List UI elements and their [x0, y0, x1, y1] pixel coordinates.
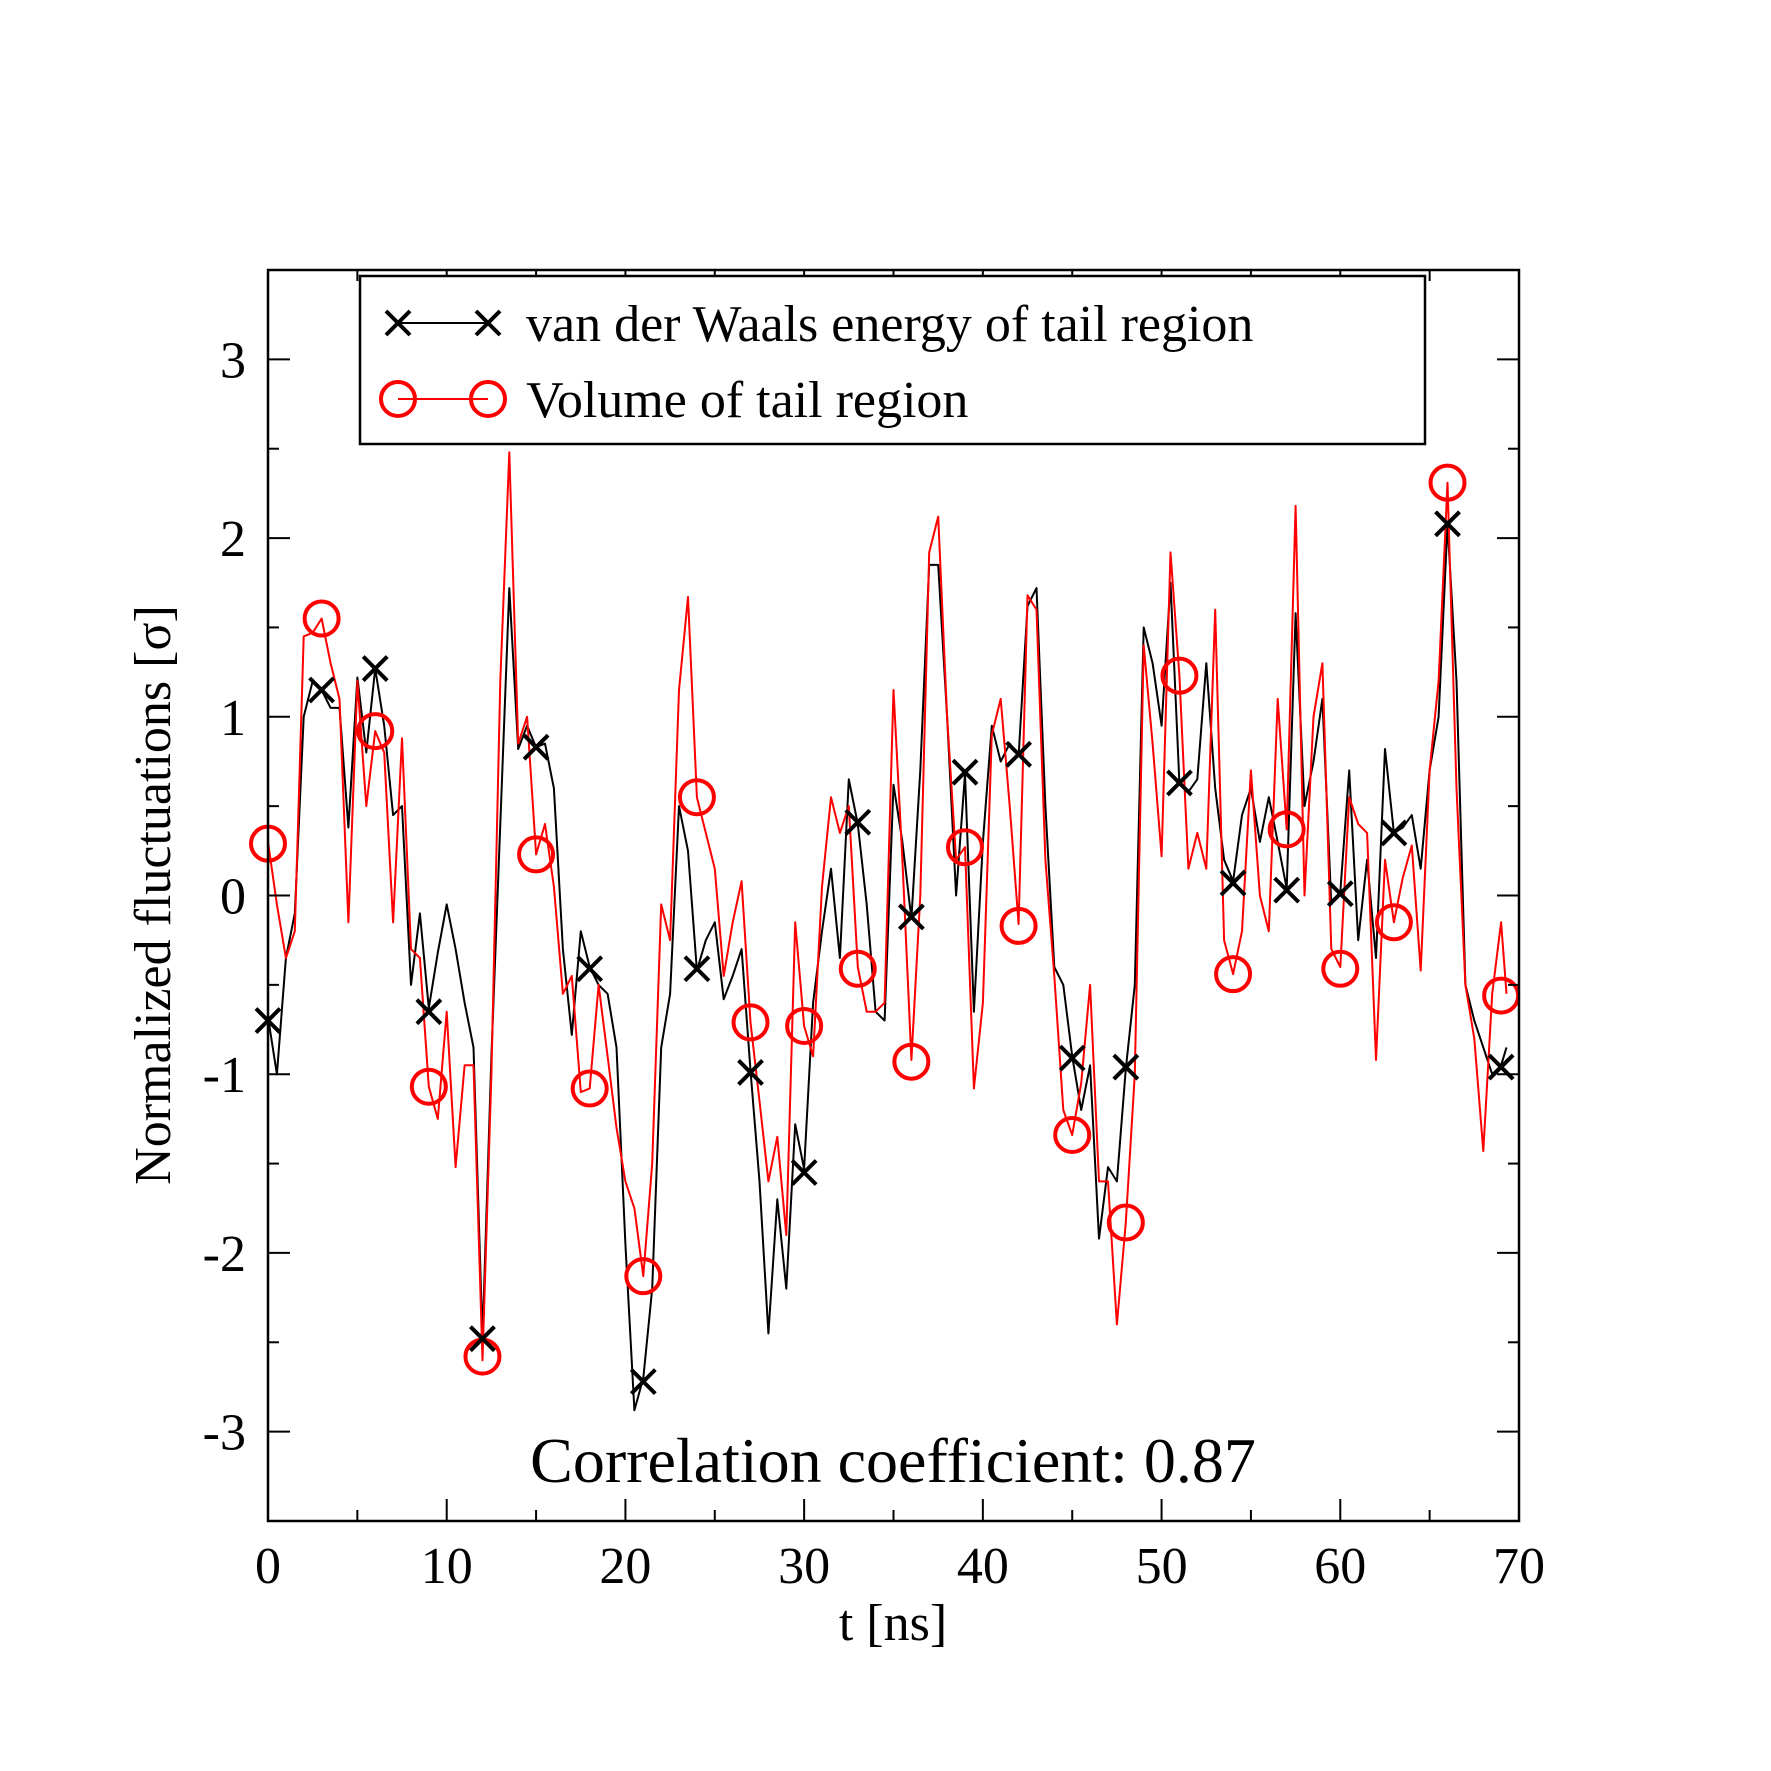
y-tick-label: 2 [220, 511, 246, 568]
marker-x [1166, 769, 1193, 797]
legend-marker-x-right [474, 309, 502, 337]
legend-marker-circle-right [469, 380, 507, 418]
marker-circle [624, 1257, 663, 1296]
marker-x [308, 676, 336, 704]
correlation-annotation: Correlation coefficient: 0.87 [530, 1425, 1256, 1496]
marker-x [951, 758, 979, 786]
marker-x [1005, 740, 1033, 768]
x-tick-label: 0 [255, 1538, 281, 1595]
marker-x [844, 808, 872, 836]
marker-x [1219, 869, 1247, 897]
marker-circle [517, 835, 556, 874]
legend-marker-circle-left [379, 380, 417, 418]
y-tick-label: -1 [203, 1047, 246, 1104]
marker-x [576, 955, 604, 983]
marker-circle [999, 906, 1038, 945]
marker-x [683, 955, 711, 983]
legend-label-volume: Volume of tail region [526, 372, 968, 429]
marker-x [790, 1159, 818, 1186]
legend-label-vdw: van der Waals energy of tail region [526, 296, 1253, 353]
marker-circle [1214, 955, 1253, 994]
y-tick-label: 3 [220, 332, 246, 389]
marker-x [522, 733, 550, 761]
marker-circle [1053, 1115, 1092, 1154]
marker-circle [785, 1006, 824, 1045]
marker-x [897, 903, 925, 931]
marker-circle [1106, 1203, 1145, 1242]
marker-circle [945, 828, 984, 867]
y-tick-label: -3 [203, 1405, 246, 1462]
marker-circle [302, 599, 341, 638]
x-tick-label: 70 [1493, 1538, 1545, 1595]
marker-x [1380, 819, 1408, 847]
marker-x [361, 655, 389, 682]
marker-x [737, 1059, 764, 1086]
x-axis-label: t [ns] [839, 1595, 947, 1652]
marker-circle [731, 1003, 770, 1042]
marker-x [415, 998, 443, 1026]
x-tick-label: 40 [957, 1538, 1009, 1595]
marker-circle [1160, 656, 1199, 695]
marker-circle [1321, 949, 1360, 988]
legend-marker-volume [379, 380, 507, 418]
marker-circle [1267, 810, 1306, 849]
marker-circle [409, 1067, 448, 1106]
marker-circle [892, 1042, 931, 1081]
marker-circle [356, 712, 395, 751]
marker-circle [838, 949, 877, 988]
x-tick-label: 60 [1314, 1538, 1366, 1595]
x-tick-label: 30 [778, 1538, 830, 1595]
x-tick-label: 10 [421, 1538, 473, 1595]
marker-x [629, 1368, 657, 1396]
legend: van der Waals energy of tail region Volu… [358, 274, 1427, 446]
plot-markers [249, 463, 1521, 1396]
x-tick-label: 50 [1136, 1538, 1188, 1595]
marker-x [1273, 876, 1301, 904]
y-tick-label: -2 [203, 1226, 246, 1283]
marker-x [1058, 1044, 1086, 1072]
legend-marker-x-left [384, 309, 412, 337]
marker-x [1326, 880, 1354, 908]
marker-circle [1428, 463, 1467, 502]
marker-x [469, 1325, 496, 1353]
x-tick-label: 20 [599, 1538, 651, 1595]
marker-x [1112, 1053, 1140, 1081]
marker-circle [677, 778, 716, 817]
legend-marker-vdw [384, 309, 502, 337]
marker-circle [570, 1069, 609, 1108]
y-tick-label: 1 [220, 690, 246, 747]
tick-labels: 0 10 20 30 40 50 60 70 -3 -2 -1 0 1 2 3 [203, 332, 1545, 1595]
marker-x [1434, 510, 1461, 538]
y-tick-label: 0 [220, 869, 246, 926]
y-axis-label: Normalized fluctuations [σ] [125, 605, 182, 1185]
legend-box [358, 274, 1427, 446]
marker-circle [1374, 903, 1413, 942]
